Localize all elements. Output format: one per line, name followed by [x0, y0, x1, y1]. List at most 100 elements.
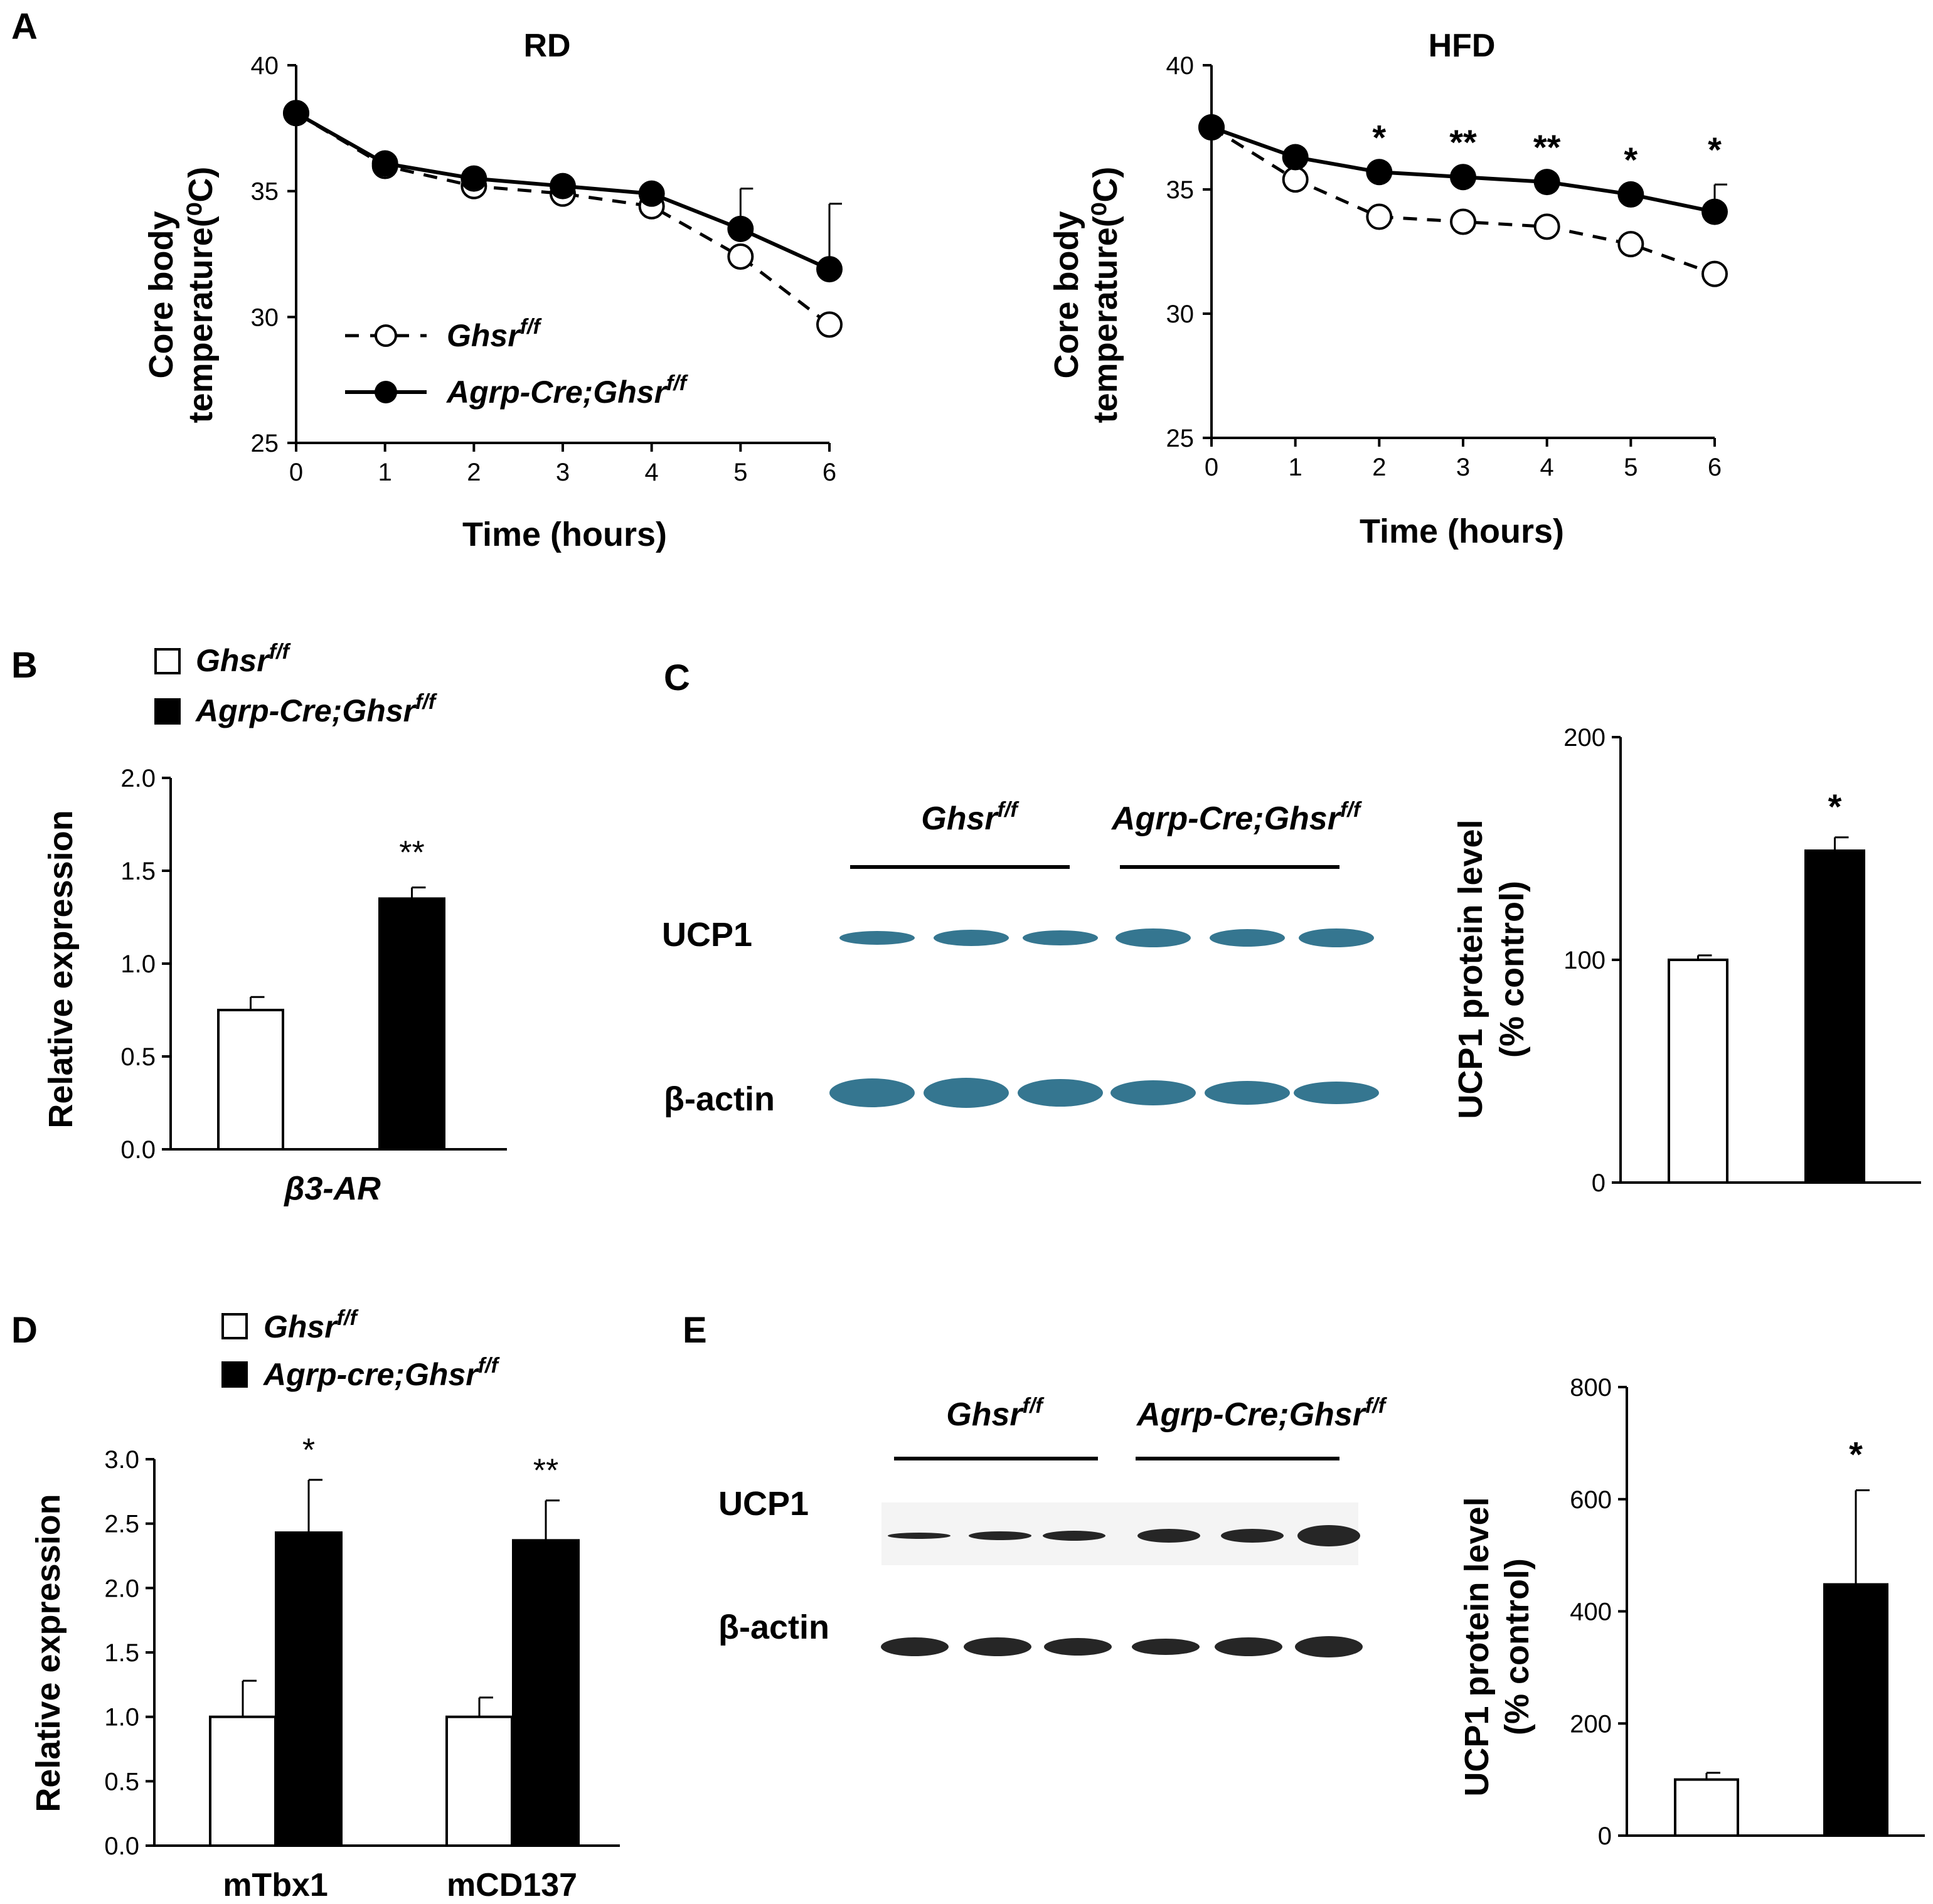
chartA1-xtick-label: 0: [289, 459, 303, 486]
blot-c-band-ucp1: [1023, 930, 1098, 945]
blot-e-band-actin: [1044, 1638, 1112, 1656]
chartD-ytick-label: 0.0: [104, 1832, 139, 1860]
blot-c-band-actin: [829, 1078, 915, 1107]
chartA2-point-open: [1617, 231, 1644, 258]
chart-a-rd-title: RD: [523, 28, 570, 64]
chartA1-xtick-label: 5: [733, 459, 747, 486]
chartA2-point-filled: [1533, 169, 1560, 196]
blot-e-band-actin: [1132, 1639, 1200, 1655]
blot-e-band-ucp1: [888, 1533, 951, 1539]
chartA1-xtick-label: 3: [556, 459, 570, 486]
chart-a-rd: RD Core body temperature(⁰C) Time (hours…: [142, 28, 843, 553]
chartE-ytick-label: 200: [1570, 1710, 1612, 1738]
chart-d-significance: *: [302, 1432, 315, 1469]
legend-marker-knockout: [375, 381, 397, 403]
chartA2-xtick-label: 6: [1708, 454, 1722, 481]
blot-e-band-actin: [964, 1637, 1031, 1656]
chartA2-point-open: [1450, 208, 1476, 235]
chartA1-point-filled: [550, 173, 576, 199]
chart-c: UCP1 protein level (% control) 0 100 200 *: [1452, 724, 1921, 1197]
chart-b-ylabel: Relative expression: [42, 810, 80, 1128]
chart-e: UCP1 protein level (% control) 0 200 400 60…: [1458, 1374, 1925, 1850]
chartD-ytick-label: 3.0: [104, 1446, 139, 1474]
chartA2-xtick-label: 0: [1205, 454, 1218, 481]
chartA1-xtick-label: 1: [378, 459, 392, 486]
chartE-ytick-label: 600: [1570, 1486, 1612, 1514]
blot-c-band-ucp1: [1299, 928, 1374, 947]
legend-d-control: Ghsrf/f: [264, 1306, 359, 1344]
blot-c-band-actin: [1205, 1081, 1290, 1105]
chartA2-xtick-label: 5: [1624, 454, 1637, 481]
chartA2-significance: *: [1372, 117, 1386, 157]
chartD-bar: [512, 1539, 580, 1848]
chart-d: Relative expression 0.0 0.5 1.0 1.5 2.0 2.5 3.…: [29, 1432, 620, 1903]
chart-d-category: mTbx1: [223, 1867, 328, 1903]
panel-letter-c: C: [664, 657, 690, 698]
blot-e-group-control: Ghsrf/f: [946, 1394, 1045, 1433]
blot-e-row-ucp1: UCP1: [718, 1485, 809, 1523]
chartE-bar: [1823, 1583, 1888, 1838]
chartB-ytick-label: 0.0: [120, 1136, 156, 1164]
chartA2-xtick-label: 3: [1456, 454, 1470, 481]
legend-d-swatch-knockout: [221, 1361, 248, 1388]
blot-e-band-ucp1: [1043, 1531, 1105, 1541]
chartA2-significance: **: [1449, 122, 1477, 162]
chart-a-hfd: HFD Core body temperature(⁰C) Time (hour…: [1048, 28, 1728, 550]
panel-d-legend: Ghsrf/f Agrp-cre;Ghsrf/f: [221, 1306, 501, 1392]
chartA1-series-line-0: [295, 112, 831, 326]
chartA2-ytick-label: 35: [1166, 176, 1195, 204]
chart-d-significance: **: [533, 1453, 558, 1489]
chartA1-point-filled: [461, 165, 487, 192]
chartA2-point-filled: [1198, 114, 1225, 141]
chartA2-significance: *: [1708, 130, 1722, 169]
chart-d-ylabel: Relative expression: [29, 1494, 67, 1812]
chartA2-point-open: [1533, 213, 1560, 240]
chart-b-significance: **: [399, 835, 424, 871]
chart-e-significance: *: [1849, 1434, 1863, 1474]
chart-a-rd-legend: Ghsrf/f Agrp-Cre;Ghsrf/f: [345, 315, 689, 410]
chartE-bar: [1674, 1778, 1739, 1837]
blot-c-band-ucp1: [1210, 929, 1285, 947]
legend-d-knockout: Agrp-cre;Ghsrf/f: [262, 1354, 501, 1392]
chartA1-xtick-label: 6: [823, 459, 836, 486]
chartB-ytick-label: 0.5: [120, 1043, 156, 1071]
chart-b: Relative expression 0.0 0.5 1.0 1.5 2.0 β3-A…: [42, 765, 507, 1207]
chartA1-point-filled: [283, 100, 309, 127]
blot-e-band-ucp1: [969, 1531, 1031, 1540]
chart-a-hfd-title: HFD: [1429, 28, 1496, 64]
legend-marker-control: [375, 324, 397, 347]
chartA1-point-open: [727, 243, 754, 270]
blot-e-group-knockout: Agrp-Cre;Ghsrf/f: [1136, 1394, 1388, 1433]
chartA2-significance: *: [1624, 140, 1637, 179]
chart-a-hfd-ylabel-2: temperature(⁰C): [1087, 167, 1124, 423]
chartA1-point-open: [816, 311, 843, 338]
chart-b-category: β3-AR: [283, 1171, 381, 1207]
chartC-ytick-label: 200: [1563, 724, 1606, 752]
chartA2-xtick-label: 2: [1372, 454, 1386, 481]
chartA1-ytick-label: 25: [251, 430, 279, 457]
blot-e-ucp1-background: [881, 1502, 1358, 1565]
blot-e-band-actin: [1215, 1637, 1282, 1656]
chartD-bar: [275, 1531, 343, 1848]
chartC-bar: [1668, 959, 1728, 1184]
chart-a-rd-ylabel-2: temperature(⁰C): [182, 167, 220, 423]
blot-c: Ghsrf/f Agrp-Cre;Ghsrf/f UCP1 β-actin: [662, 798, 1379, 1118]
panel-letter-b: B: [11, 645, 38, 686]
chart-c-ylabel-2: (% control): [1493, 881, 1531, 1058]
chartA2-point-filled: [1701, 198, 1728, 225]
chartB-bar: [217, 1009, 284, 1151]
legend-b-knockout: Agrp-Cre;Ghsrf/f: [194, 690, 438, 728]
legend-d-swatch-control: [221, 1313, 248, 1339]
chart-a-hfd-xlabel: Time (hours): [1360, 513, 1564, 550]
chartA2-point-open: [1701, 260, 1728, 287]
blot-c-band-ucp1: [839, 931, 915, 945]
chartA2-ytick-label: 30: [1166, 300, 1195, 328]
chartB-ytick-label: 2.0: [120, 765, 156, 792]
blot-c-band-actin: [924, 1078, 1009, 1108]
chartA1-xtick-label: 2: [467, 459, 481, 486]
chartA2-significance: **: [1533, 127, 1561, 167]
chartA2-point-open: [1282, 166, 1309, 193]
chartB-ytick-label: 1.5: [120, 858, 156, 885]
chartA2-ytick-label: 40: [1166, 52, 1195, 80]
blot-c-band-actin: [1110, 1080, 1196, 1105]
